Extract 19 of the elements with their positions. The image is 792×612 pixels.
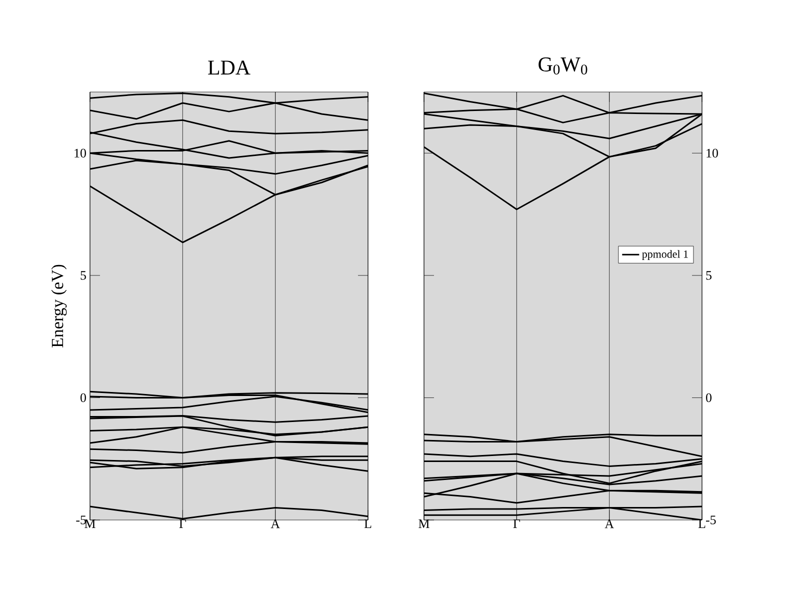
y-tick-label: -5 — [76, 516, 86, 524]
y-tick-label: 10 — [706, 148, 718, 158]
x-tick-label: A — [270, 520, 280, 528]
y-tick-label: 10 — [74, 148, 86, 158]
chart-title: LDA — [208, 60, 250, 75]
x-tick-label: A — [604, 520, 614, 528]
x-tick-label: M — [418, 520, 430, 528]
y-tick-label: 5 — [706, 271, 712, 280]
y-tick-label: 0 — [706, 393, 712, 402]
x-tick-label: L — [364, 520, 372, 528]
chart-title: G$_{0}$W$_{0}$ — [538, 57, 588, 74]
y-tick-label: 0 — [80, 393, 86, 402]
legend-label: ppmodel 1 — [642, 250, 688, 260]
x-tick-label: M — [84, 520, 96, 528]
x-tick-label: Γ — [513, 520, 520, 528]
y-tick-label: -5 — [706, 516, 716, 524]
y-axis-title: Energy (eV) — [51, 264, 67, 348]
y-tick-label: 5 — [80, 271, 86, 280]
x-tick-label: Γ — [179, 520, 186, 528]
